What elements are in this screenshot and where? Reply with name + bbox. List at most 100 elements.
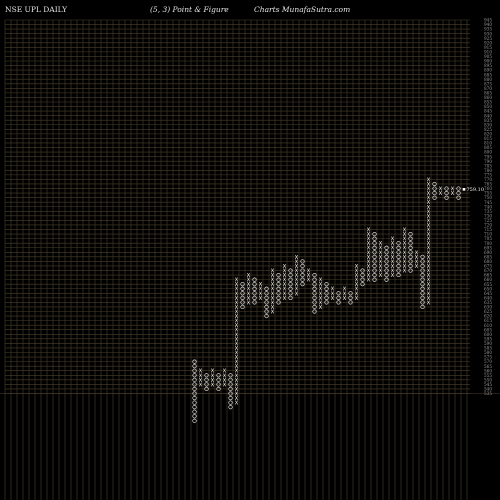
x-mark: X bbox=[235, 328, 239, 334]
x-mark: X bbox=[451, 191, 455, 197]
x-mark: X bbox=[391, 259, 395, 265]
o-mark bbox=[264, 309, 269, 314]
y-tick-label: 665 bbox=[484, 273, 492, 278]
o-mark bbox=[444, 191, 449, 196]
x-mark: X bbox=[295, 278, 299, 284]
o-column bbox=[456, 186, 461, 200]
y-tick-label: 655 bbox=[484, 282, 492, 287]
o-mark bbox=[420, 300, 425, 305]
x-mark: X bbox=[307, 273, 311, 279]
last-price-box bbox=[462, 188, 466, 191]
o-mark bbox=[456, 186, 461, 191]
y-tick-label: 805 bbox=[484, 145, 492, 150]
o-column bbox=[300, 259, 305, 287]
x-mark: X bbox=[391, 255, 395, 261]
x-mark: X bbox=[379, 250, 383, 256]
o-mark bbox=[408, 263, 413, 269]
o-mark bbox=[192, 364, 197, 369]
o-mark bbox=[372, 277, 377, 282]
o-mark bbox=[312, 291, 317, 296]
x-mark: X bbox=[367, 255, 371, 261]
x-mark: X bbox=[259, 287, 263, 293]
o-mark bbox=[276, 291, 281, 296]
y-tick-label: 650 bbox=[484, 286, 492, 291]
y-tick-label: 540 bbox=[484, 387, 492, 392]
y-tick-label: 690 bbox=[484, 250, 492, 255]
x-mark: X bbox=[235, 319, 239, 325]
x-mark: X bbox=[343, 287, 347, 293]
y-tick-label: 575 bbox=[484, 355, 492, 360]
x-mark: X bbox=[235, 346, 239, 352]
y-tick-label: 555 bbox=[484, 373, 492, 378]
o-mark bbox=[420, 291, 425, 296]
o-mark bbox=[300, 277, 305, 282]
y-tick-label: 730 bbox=[484, 213, 492, 218]
x-mark: X bbox=[283, 287, 287, 293]
x-mark: X bbox=[403, 259, 407, 265]
y-tick-label: 720 bbox=[484, 223, 492, 228]
x-mark: X bbox=[211, 382, 215, 388]
o-mark bbox=[372, 272, 377, 278]
x-mark: X bbox=[295, 255, 299, 261]
o-mark bbox=[420, 268, 425, 273]
y-tick-label: 835 bbox=[484, 118, 492, 123]
o-mark bbox=[408, 232, 413, 237]
y-tick-label: 755 bbox=[484, 191, 492, 196]
o-mark bbox=[372, 241, 377, 246]
o-mark bbox=[192, 373, 197, 378]
x-mark: X bbox=[283, 273, 287, 279]
x-mark: X bbox=[427, 259, 431, 265]
x-mark: X bbox=[259, 296, 263, 302]
x-mark: X bbox=[295, 282, 299, 288]
x-mark: X bbox=[235, 355, 239, 361]
o-column bbox=[204, 373, 209, 392]
o-mark bbox=[312, 277, 317, 282]
o-column bbox=[396, 241, 401, 278]
o-column bbox=[288, 268, 293, 300]
o-mark bbox=[384, 268, 389, 273]
o-mark bbox=[288, 295, 293, 300]
x-mark: X bbox=[415, 255, 419, 261]
x-mark: X bbox=[235, 369, 239, 375]
o-mark bbox=[264, 300, 269, 305]
x-mark: X bbox=[295, 273, 299, 279]
o-column bbox=[252, 277, 257, 305]
y-tick-label: 695 bbox=[484, 245, 492, 250]
x-mark: X bbox=[331, 296, 335, 302]
o-mark bbox=[396, 268, 401, 273]
x-mark: X bbox=[391, 250, 395, 256]
o-mark bbox=[384, 259, 389, 264]
o-mark bbox=[384, 277, 389, 282]
y-tick-label: 630 bbox=[484, 305, 492, 310]
x-mark: X bbox=[427, 264, 431, 270]
x-mark: X bbox=[427, 177, 431, 183]
o-mark bbox=[276, 300, 281, 305]
o-column bbox=[444, 186, 449, 200]
x-mark: X bbox=[235, 387, 239, 393]
x-mark: X bbox=[367, 232, 371, 238]
o-mark bbox=[324, 286, 329, 291]
y-tick-label: 855 bbox=[484, 100, 492, 105]
o-column bbox=[276, 272, 281, 305]
o-mark bbox=[240, 282, 245, 287]
y-tick-label: 645 bbox=[484, 291, 492, 296]
x-mark: X bbox=[379, 259, 383, 265]
o-mark bbox=[204, 373, 209, 378]
x-mark: X bbox=[367, 228, 371, 234]
x-mark: X bbox=[295, 287, 299, 293]
o-mark bbox=[276, 295, 281, 300]
o-mark bbox=[228, 377, 233, 382]
x-mark: X bbox=[235, 323, 239, 329]
y-tick-label: 870 bbox=[484, 86, 492, 91]
x-mark: X bbox=[271, 282, 275, 288]
x-mark: X bbox=[355, 273, 359, 279]
y-tick-label: 915 bbox=[484, 45, 492, 50]
x-mark: X bbox=[331, 291, 335, 297]
o-mark bbox=[276, 286, 281, 291]
x-mark: X bbox=[295, 269, 299, 275]
